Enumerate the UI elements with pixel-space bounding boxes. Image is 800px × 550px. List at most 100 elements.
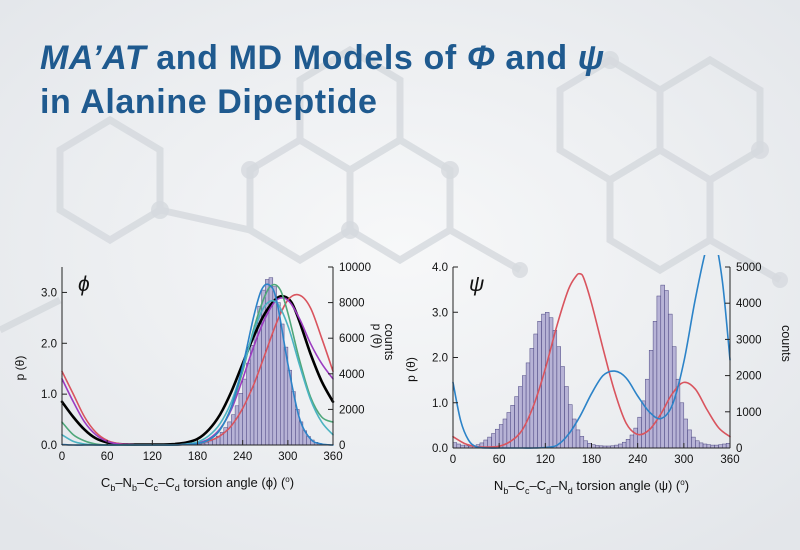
phi-histogram-bar [249, 345, 255, 446]
psi-histogram-bar [552, 330, 558, 449]
psi-histogram-bar [664, 290, 669, 449]
phi-x-tick-label: 300 [278, 451, 297, 463]
title-phi: Φ [466, 39, 496, 77]
psi-histogram-bar [545, 312, 550, 449]
psi-x-label-degree: o [680, 478, 685, 487]
psi-histogram-bar [652, 321, 658, 449]
psi-x-label-part: –N [551, 478, 568, 493]
psi-histogram-bar [641, 400, 646, 449]
phi-y-tick-label-right: 2000 [339, 404, 365, 416]
psi-y-tick-label-left: 2.0 [432, 353, 448, 365]
phi-x-label-subscript: b [132, 483, 137, 493]
title-psi: ψ [577, 39, 605, 77]
psi-histogram-bar [679, 402, 685, 449]
phi-x-label: Cb–Nb–Cc–Cd torsion angle (ϕ) (o) [101, 475, 294, 493]
phi-histogram-bar [246, 362, 251, 446]
psi-x-label-subscript: d [568, 486, 573, 496]
title-maat: MA’AT [40, 39, 147, 77]
phi-histogram [193, 277, 334, 446]
phi-x-label-part: –N [115, 475, 132, 490]
psi-x-label-part: –C [508, 478, 525, 493]
psi-histogram-bar [637, 416, 642, 449]
psi-histogram-bar [648, 350, 654, 449]
phi-histogram-bar [238, 393, 243, 446]
psi-histogram-bar [587, 443, 592, 449]
psi-histogram-bar [529, 348, 534, 449]
phi-x-tick-label: 240 [233, 451, 252, 463]
psi-histogram-bar [687, 429, 692, 449]
psi-x-tick-label: 180 [582, 454, 601, 466]
psi-histogram-bar [722, 443, 727, 449]
title-and: and [495, 39, 578, 77]
phi-x-label-part: C [101, 475, 110, 490]
psi-histogram-bar [625, 439, 631, 449]
psi-x-label-subscript: d [546, 486, 551, 496]
phi-x-label-degree: o [285, 475, 290, 484]
psi-histogram-bar [691, 436, 696, 449]
psi-histogram-bar [622, 441, 627, 449]
psi-panel-label: ψ [469, 273, 484, 296]
psi-x-label-subscript: c [525, 486, 530, 496]
psi-histogram-bar [725, 443, 731, 449]
psi-histogram-bar [556, 346, 561, 449]
phi-x-label-subscript: c [154, 483, 159, 493]
psi-histogram-bar [518, 386, 523, 449]
psi-histogram-bar [522, 375, 527, 449]
title-text-1: and MD Models of [146, 39, 467, 77]
phi-y-tick-label-right: 6000 [339, 333, 365, 345]
psi-histogram-bar [575, 429, 581, 449]
psi-y-tick-label-right: 0 [736, 443, 742, 455]
slide-title: MA’AT and MD Models of Φ and ψ in Alanin… [40, 36, 605, 124]
phi-y-tick-label-right: 0 [339, 440, 345, 452]
psi-y-tick-label-right: 4000 [736, 298, 762, 310]
phi-x-label-subscript: b [110, 483, 115, 493]
psi-histogram-bar [452, 442, 458, 449]
phi-series-black [60, 294, 335, 446]
psi-y-tick-label-left: 3.0 [432, 307, 448, 319]
psi-histogram-bar [668, 313, 673, 449]
phi-histogram-bar [231, 414, 236, 446]
psi-distribution-chart: 0 60 120 180 240 300 360 0.0 1.0 2.0 3.0 4.0 0 1000 20… [404, 255, 793, 496]
psi-y-tick-label-right: 5000 [736, 262, 762, 274]
psi-y-tick-label-right: 1000 [736, 407, 762, 419]
phi-y-tick-label-right: 8000 [339, 298, 365, 310]
psi-histogram-bar [633, 427, 638, 449]
psi-histogram-bar [660, 284, 665, 449]
psi-series-red [452, 272, 731, 448]
phi-panel-label: ϕ [78, 273, 90, 296]
psi-histogram-bar [525, 362, 531, 449]
psi-histogram-bar [495, 428, 500, 449]
psi-x-tick-label: 0 [450, 454, 456, 466]
phi-y-tick-label-left: 0.0 [41, 440, 57, 452]
phi-y-tick-label-left: 2.0 [41, 338, 57, 350]
phi-x-label-part: torsion angle (ϕ) ( [180, 475, 286, 490]
psi-x-label-part: torsion angle (ψ) ( [573, 478, 681, 493]
psi-x-tick-label: 60 [493, 454, 506, 466]
psi-y-tick-label-left: 1.0 [432, 398, 448, 410]
psi-x-label: Nb–Cc–Cd–Nd torsion angle (ψ) (o) [494, 478, 689, 496]
phi-x-tick-label: 0 [59, 451, 65, 463]
phi-y-tick-label-left: 3.0 [41, 287, 57, 299]
phi-y-label-left: p (θ) [13, 356, 27, 381]
psi-x-label-part: N [494, 478, 503, 493]
phi-histogram-bar [234, 405, 240, 446]
psi-y-tick-label-left: 4.0 [432, 262, 448, 274]
phi-x-tick-label: 360 [323, 451, 342, 463]
psi-histogram-bar [702, 443, 708, 449]
psi-y-tick-label-right: 2000 [736, 371, 762, 383]
psi-x-label-part: ) [685, 478, 689, 493]
psi-histogram-bar [629, 434, 635, 449]
phi-histogram-bar [272, 286, 277, 446]
psi-y-tick-label-left: 0.0 [432, 443, 448, 455]
psi-y-label-left: p (θ) [404, 357, 418, 382]
psi-x-label-part: –C [529, 478, 546, 493]
phi-x-label-part: –C [137, 475, 154, 490]
psi-histogram-bar [560, 366, 565, 449]
psi-axes: 0 60 120 180 240 300 360 0.0 1.0 2.0 3.0 4.0 0 1000 20… [432, 262, 762, 466]
phi-x-label-part: –C [158, 475, 175, 490]
psi-histogram-bar [656, 295, 661, 449]
psi-histogram-bar [456, 443, 461, 449]
phi-x-tick-label: 60 [101, 451, 114, 463]
phi-x-tick-label: 180 [188, 451, 207, 463]
